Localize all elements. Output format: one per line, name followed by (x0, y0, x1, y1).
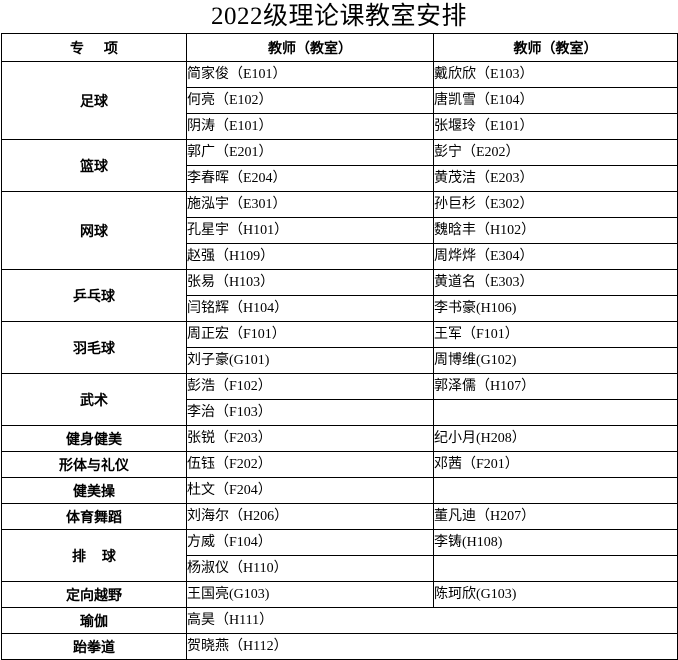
teacher-cell-1: 伍钰（F202） (186, 451, 434, 478)
teacher-cell-2: 邓茜（F201） (433, 451, 678, 478)
teacher-cell-1: 周正宏（F101） (186, 321, 434, 348)
sport-name-cell: 定向越野 (1, 581, 187, 608)
teacher-cell-1: 刘海尔（H206） (186, 503, 434, 530)
table-row: 足球 简家俊（E101） 戴欣欣（E103） (1, 61, 678, 140)
teacher-cell-1: 阴涛（E101） (186, 113, 434, 140)
teacher-cell-2: 陈珂欣(G103) (433, 581, 678, 608)
teacher-cell-2: 郭泽儒（H107） (433, 373, 678, 400)
teacher-cell-1: 简家俊（E101） (186, 61, 434, 88)
teacher-cell-2 (433, 555, 678, 582)
teacher-cell-1: 刘子豪(G101) (186, 347, 434, 374)
table-row: 何亮（E102） 唐凯雪（E104） (2, 87, 678, 114)
teacher-cell-1: 赵强（H109） (186, 243, 434, 270)
table-row: 杨淑仪（H110） (2, 555, 678, 582)
teacher-cell-2: 周烨烨（E304） (433, 243, 678, 270)
teacher-cell-1: 贺晓燕（H112） (186, 633, 678, 660)
teacher-cell-1: 张易（H103） (186, 269, 434, 296)
teacher-cell-1: 李春晖（E204） (186, 165, 434, 192)
teacher-cell-1: 彭浩（F102） (186, 373, 434, 400)
table-row: 网球 施泓宇（E301） 孙巨杉（E302） (1, 191, 678, 270)
teacher-cell-1: 何亮（E102） (186, 87, 434, 114)
table-row: 李春晖（E204） 黄茂洁（E203） (2, 165, 678, 192)
sport-name-cell: 篮球 (1, 139, 187, 192)
teacher-cell-2: 黄道名（E303） (433, 269, 678, 296)
teacher-cell-1: 杨淑仪（H110） (186, 555, 434, 582)
table-row: 定向越野 王国亮(G103) 陈珂欣(G103) (1, 581, 678, 608)
sport-name-cell: 排 球 (1, 529, 187, 582)
table-row: 刘子豪(G101) 周博维(G102) (2, 347, 678, 374)
table-row: 体育舞蹈 刘海尔（H206） 董凡迪（H207） (1, 503, 678, 530)
title-bar: 2022级理论课教室安排 (0, 0, 678, 33)
teacher-cell-2: 李书豪(H106) (433, 295, 678, 322)
column-header-sport: 专 项 (1, 33, 187, 62)
table-row: 排 球方威（F104） 李铸(H108) (1, 529, 678, 582)
teacher-cell-2: 董凡迪（H207） (433, 503, 678, 530)
sport-name-cell: 跆拳道 (1, 633, 187, 660)
table-row: 篮球 郭广（E201） 彭宁（E202） (1, 139, 678, 192)
column-header-teacher-2: 教师（教室） (433, 33, 678, 62)
teacher-cell-1: 孔星宇（H101） (186, 217, 434, 244)
column-header-teacher-1: 教师（教室） (186, 33, 434, 62)
teacher-cell-1: 王国亮(G103) (186, 581, 434, 608)
table-header-row: 专 项教师（教室） 教师（教室） (1, 33, 678, 62)
table-row: 瑜伽 高昊（H111） (1, 607, 678, 634)
sport-name-cell: 形体与礼仪 (1, 451, 187, 478)
teacher-cell-2: 魏晗丰（H102） (433, 217, 678, 244)
teacher-cell-2: 孙巨杉（E302） (433, 191, 678, 218)
sport-name-cell: 武术 (1, 373, 187, 426)
teacher-cell-2 (433, 477, 678, 504)
teacher-cell-2: 彭宁（E202） (433, 139, 678, 166)
table-body: 专 项教师（教室） 教师（教室） 足球 简家俊（E101） 戴欣欣（E103） 何亮（E1… (1, 33, 678, 660)
table-row: 跆拳道 贺晓燕（H112） (1, 633, 678, 660)
classroom-schedule-table: 专 项教师（教室） 教师（教室） 足球 简家俊（E101） 戴欣欣（E103） 何亮（E1… (1, 33, 678, 660)
table-row: 闫铭辉（H104） 李书豪(H106) (2, 295, 678, 322)
teacher-cell-2: 周博维(G102) (433, 347, 678, 374)
sport-name-cell: 羽毛球 (1, 321, 187, 374)
table-row: 孔星宇（H101） 魏晗丰（H102） (2, 217, 678, 244)
table-row: 阴涛（E101） 张堰玲（E101） (2, 113, 678, 140)
sport-name-cell: 网球 (1, 191, 187, 270)
table-row: 健美操 杜文（F204） (1, 477, 678, 504)
sport-name-cell: 体育舞蹈 (1, 503, 187, 530)
table-row: 李治（F103） (2, 399, 678, 426)
teacher-cell-2: 张堰玲（E101） (433, 113, 678, 140)
table-row: 乒乓球 张易（H103） 黄道名（E303） (1, 269, 678, 322)
page-title: 2022级理论课教室安排 (210, 3, 467, 30)
teacher-cell-2 (433, 399, 678, 426)
teacher-cell-1: 李治（F103） (186, 399, 434, 426)
teacher-cell-1: 闫铭辉（H104） (186, 295, 434, 322)
teacher-cell-1: 郭广（E201） (186, 139, 434, 166)
teacher-cell-2: 戴欣欣（E103） (433, 61, 678, 88)
teacher-cell-1: 方威（F104） (186, 529, 434, 556)
table-row: 赵强（H109） 周烨烨（E304） (2, 243, 678, 270)
teacher-cell-2: 纪小月(H208） (433, 425, 678, 452)
table-row: 形体与礼仪 伍钰（F202） 邓茜（F201） (1, 451, 678, 478)
table-row: 健身健美 张锐（F203） 纪小月(H208） (1, 425, 678, 452)
teacher-cell-2: 李铸(H108) (433, 529, 678, 556)
sport-name-cell: 瑜伽 (1, 607, 187, 634)
teacher-cell-1: 杜文（F204） (186, 477, 434, 504)
teacher-cell-2: 黄茂洁（E203） (433, 165, 678, 192)
teacher-cell-1: 高昊（H111） (186, 607, 678, 634)
sport-name-cell: 乒乓球 (1, 269, 187, 322)
sport-name-cell: 健身健美 (1, 425, 187, 452)
teacher-cell-2: 唐凯雪（E104） (433, 87, 678, 114)
table-row: 羽毛球 周正宏（F101） 王军（F101） (1, 321, 678, 374)
teacher-cell-2: 王军（F101） (433, 321, 678, 348)
sport-name-cell: 足球 (1, 61, 187, 140)
table-row: 武术 彭浩（F102） 郭泽儒（H107） (1, 373, 678, 426)
sport-name-cell: 健美操 (1, 477, 187, 504)
teacher-cell-1: 张锐（F203） (186, 425, 434, 452)
teacher-cell-1: 施泓宇（E301） (186, 191, 434, 218)
